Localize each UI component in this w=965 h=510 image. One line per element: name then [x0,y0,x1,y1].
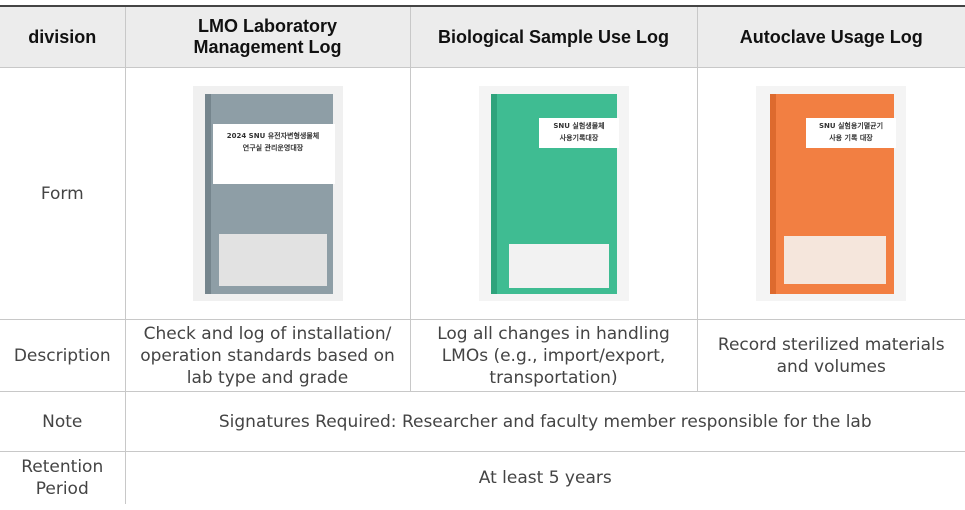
cover-box [218,234,327,286]
row-label: Retention Period [21,456,104,499]
page: division LMO Laboratory Management Log B… [0,5,965,510]
cover-title: 사용 기록 대장 [829,133,873,142]
header-cell: division [0,5,125,68]
retention-row: Retention Period At least 5 years [0,451,965,504]
description-cell: Check and log of installation/ operation… [124,319,410,392]
cover-title: 사용기록대장 [559,133,598,142]
cover-image: SNU 실험용기멸균기 사용 기록 대장 [756,86,907,301]
cover-spine [204,94,211,294]
cover-title: 2024 SNU 유전자변형생물체 [226,131,318,140]
description-cell: Record sterilized materials and volumes [696,319,965,392]
header-cell: Biological Sample Use Log [409,5,697,68]
cover-label [212,124,335,184]
header-cell: Autoclave Usage Log [696,5,965,68]
header-cell: LMO Laboratory Management Log [124,5,410,68]
row-label: Note [0,391,125,452]
cover-image: SNU 실험생물체 사용기록대장 [478,86,629,301]
row-label: Form [0,67,125,320]
description-row: Description Check and log of installatio… [0,319,965,392]
cover-spine [490,94,497,294]
description-cell: Log all changes in handling LMOs (e.g., … [409,319,697,392]
cover-title: 연구실 관리운영대장 [242,143,303,152]
header-text: LMO Laboratory Management Log [193,16,342,57]
form-cell: SNU 실험생물체 사용기록대장 [409,67,697,320]
cover-title: SNU 실험생물체 [553,121,604,130]
log-table: division LMO Laboratory Management Log B… [0,5,965,504]
cover-spine [770,94,777,294]
note-cell: Signatures Required: Researcher and facu… [124,391,965,452]
cover-label [538,118,619,148]
cover-box [508,244,609,288]
header-row: division LMO Laboratory Management Log B… [0,5,965,68]
form-cell: 2024 SNU 유전자변형생물체 연구실 관리운영대장 [124,67,410,320]
form-cell: SNU 실험용기멸균기 사용 기록 대장 [696,67,965,320]
cover-image: 2024 SNU 유전자변형생물체 연구실 관리운영대장 [192,86,343,301]
retention-cell: At least 5 years [124,451,965,504]
cover-title: SNU 실험용기멸균기 [819,121,883,130]
note-row: Note Signatures Required: Researcher and… [0,391,965,452]
row-label: Description [0,319,125,392]
cover-label [806,118,897,148]
form-row: Form 2024 SNU 유전자변형생물체 연구실 관리운영대장 SNU 실험… [0,67,965,320]
cover-box [784,236,887,284]
